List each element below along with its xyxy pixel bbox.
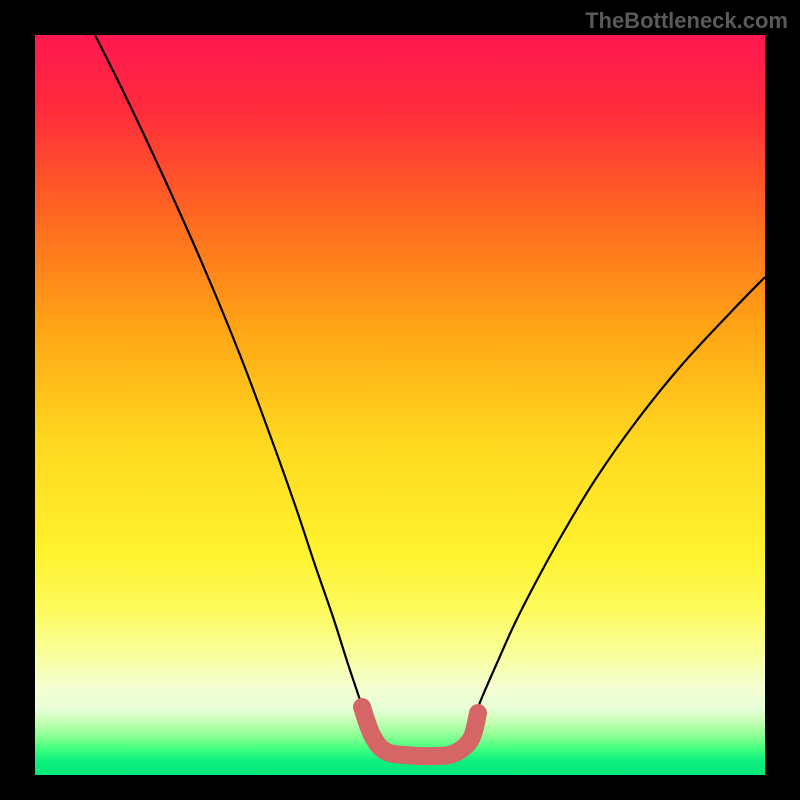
plot-area <box>35 35 765 775</box>
valley-highlight <box>362 707 478 756</box>
right-curve <box>475 277 765 715</box>
curves-layer <box>35 35 765 775</box>
watermark-text: TheBottleneck.com <box>585 8 788 34</box>
left-curve <box>95 35 365 715</box>
chart-container: TheBottleneck.com <box>0 0 800 800</box>
